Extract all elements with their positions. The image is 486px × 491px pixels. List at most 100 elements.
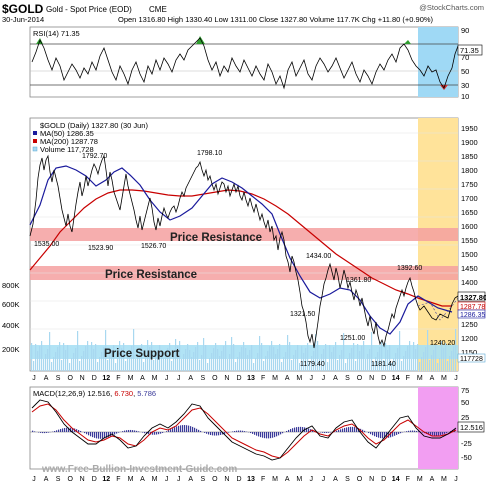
volume-value: 117728 (460, 356, 483, 363)
macd-hist-bar (212, 432, 213, 435)
macd-hist-bar (254, 432, 255, 435)
macd-hist-bar (408, 431, 409, 432)
volume-tick-600k: 600K (2, 300, 20, 309)
macd-hist-bar (166, 431, 167, 432)
volume-bar (337, 360, 338, 371)
x-tick-label: A (44, 375, 49, 382)
macd-value: 12.516 (460, 423, 483, 432)
macd-hist-bar (204, 432, 205, 433)
macd-hist-bar (350, 427, 351, 432)
instrument-name: Gold - Spot Price (EOD) (46, 5, 132, 14)
macd-panel: MACD(12,26,9) 12.516, 6.730, 5.786 12.51… (30, 386, 484, 475)
macd-hist-bar (406, 431, 407, 432)
macd-hist-bar (296, 427, 297, 432)
macd-hist-bar (286, 431, 287, 432)
macd-hist-bar (348, 427, 349, 432)
macd-hist-bar (294, 428, 295, 432)
annotation-1523: 1523.90 (88, 245, 113, 252)
macd-hist-bar (236, 431, 237, 432)
volume-bar (419, 362, 420, 371)
volume-bar (363, 341, 364, 371)
volume-bar (67, 345, 68, 371)
macd-hist-bar (260, 432, 261, 437)
price-tick: 1200 (461, 334, 478, 343)
x-tick-label: F (261, 476, 265, 483)
x-tick-label: 14 (392, 375, 400, 382)
chg-value: +11.80 (+0.90%) (378, 15, 434, 24)
macd-hist-bar (272, 432, 273, 438)
macd-hist-bar (200, 431, 201, 432)
ma50-value: 1286.35 (460, 312, 485, 319)
x-tick-label: F (406, 476, 410, 483)
macd-hist-bar (262, 432, 263, 438)
volume-bar (335, 342, 336, 371)
volume-bar (37, 351, 38, 371)
price-tick: 1750 (461, 180, 478, 189)
volume-tick-200k: 200K (2, 345, 20, 354)
volume-bar (197, 342, 198, 371)
volume-bar (77, 331, 78, 371)
volume-bar (207, 363, 208, 371)
rsi-tick-10: 10 (461, 92, 469, 101)
volume-bar (415, 349, 416, 371)
x-tick-label: S (56, 476, 61, 483)
volume-bar (99, 357, 100, 371)
x-tick-label: M (441, 476, 447, 483)
volume-bar (59, 342, 60, 371)
volume-bar (443, 348, 444, 371)
volume-bar (423, 352, 424, 371)
macd-hist-bar (416, 431, 417, 432)
volume-value: 117.7K (337, 15, 360, 24)
macd-hist-bar (134, 430, 135, 432)
volume-bar (333, 347, 334, 371)
macd-hist-bar (276, 432, 277, 436)
rsi-frame (30, 27, 458, 97)
macd-hist-bar (352, 427, 353, 432)
volume-bar (91, 342, 92, 371)
volume-bar (205, 345, 206, 371)
macd-hist-bar (178, 426, 179, 432)
macd-hist-bar (292, 428, 293, 432)
macd-future-zone (418, 387, 458, 469)
macd-hist-bar (446, 432, 447, 433)
macd-hist-bar (136, 431, 137, 432)
macd-hist-bar (298, 427, 299, 432)
volume-bar (259, 336, 260, 371)
low-value: 1311.00 (230, 15, 257, 24)
price-tick: 1550 (461, 236, 478, 245)
volume-bar (271, 341, 272, 371)
price-tick: 1500 (461, 250, 478, 259)
exchange: CME (149, 5, 167, 14)
macd-hist-bar (422, 432, 423, 433)
macd-hist-bar (434, 432, 435, 436)
volume-bar (125, 361, 126, 371)
macd-tick-m50: -50 (461, 453, 472, 462)
macd-hist-bar (322, 432, 323, 433)
volume-bar (341, 350, 342, 371)
x-tick-label: N (224, 476, 229, 483)
macd-hist-bar (308, 428, 309, 432)
x-tick-label: A (140, 375, 145, 382)
macd-hist-bar (234, 431, 235, 432)
macd-hist-bar (182, 425, 183, 432)
volume-bar (85, 346, 86, 371)
macd-hist-bar (160, 432, 161, 434)
volume-bar (351, 348, 352, 371)
volume-bar (357, 344, 358, 371)
macd-hist-bar (162, 432, 163, 433)
macd-hist-bar (88, 432, 89, 435)
open-label: Open (118, 15, 136, 24)
volume-bar (153, 360, 154, 371)
volume-bar (281, 362, 282, 371)
annotation-1321: 1321.50 (290, 311, 315, 318)
macd-hist-bar (326, 432, 327, 433)
x-tick-label: O (212, 476, 218, 483)
volume-bar (83, 351, 84, 371)
resistance-label-upper: Price Resistance (170, 232, 262, 244)
stockcharts-credit: @StockCharts.com (419, 3, 484, 12)
volume-bar (39, 346, 40, 371)
macd-hist-bar (440, 432, 441, 435)
volume-bar (185, 349, 186, 371)
volume-bar (233, 344, 234, 371)
